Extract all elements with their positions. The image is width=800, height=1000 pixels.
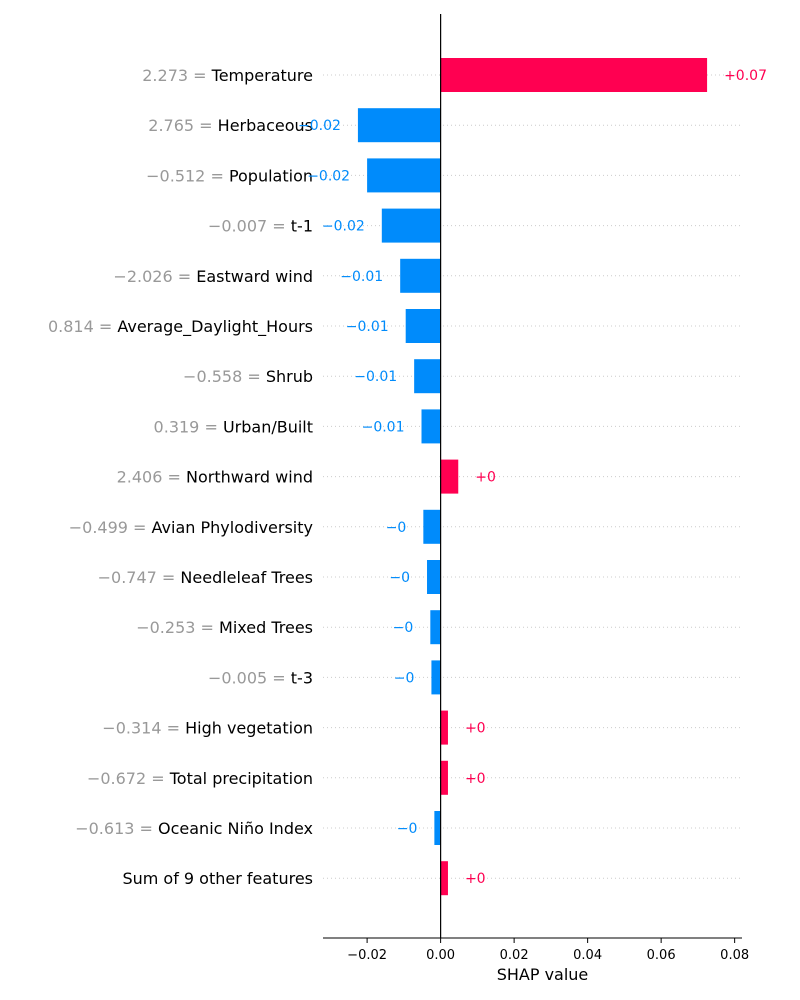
x-axis: −0.02 0.00 0.02 0.04 0.06 0.08 bbox=[323, 937, 749, 963]
feature-name: Sum of 9 other features bbox=[122, 869, 313, 888]
bar-value-label: +0.07 bbox=[724, 68, 767, 84]
feature-name: Northward wind bbox=[186, 468, 313, 487]
feature-labels: 2.273 = Temperature 2.765 = Herbaceous −0.… bbox=[48, 66, 313, 888]
x-tick-label: 0.06 bbox=[647, 948, 676, 963]
feature-value: 0.814 = bbox=[48, 317, 117, 336]
feature-label: −2.026 = Eastward wind bbox=[113, 267, 313, 286]
feature-name: Shrub bbox=[266, 367, 313, 386]
feature-value: −0.499 = bbox=[69, 518, 152, 537]
x-tick-label: 0.08 bbox=[720, 948, 749, 963]
shap-bar bbox=[431, 660, 441, 695]
feature-name: Average_Daylight_Hours bbox=[117, 317, 313, 337]
feature-value: 2.406 = bbox=[117, 468, 186, 487]
feature-label: 0.814 = Average_Daylight_Hours bbox=[48, 317, 313, 337]
feature-value: −0.558 = bbox=[183, 367, 266, 386]
feature-value: −0.007 = bbox=[208, 217, 291, 236]
feature-label: −0.499 = Avian Phylodiversity bbox=[69, 518, 313, 537]
bar-value-label: +0 bbox=[465, 721, 486, 737]
feature-label: 2.406 = Northward wind bbox=[117, 468, 313, 487]
bar-value-label: −0.02 bbox=[307, 168, 350, 184]
feature-value: −2.026 = bbox=[113, 267, 196, 286]
shap-bar bbox=[427, 560, 441, 594]
feature-name: Avian Phylodiversity bbox=[152, 518, 313, 537]
feature-value: −0.314 = bbox=[102, 719, 185, 738]
feature-label: 0.319 = Urban/Built bbox=[154, 417, 313, 436]
feature-value: 2.765 = bbox=[148, 116, 217, 135]
feature-label: −0.007 = t-1 bbox=[208, 217, 313, 236]
bar-value-label: −0.01 bbox=[362, 419, 405, 435]
row-guides bbox=[323, 74, 742, 879]
bar-value-label: −0 bbox=[393, 620, 414, 636]
feature-name: Urban/Built bbox=[223, 417, 313, 436]
feature-label: 2.273 = Temperature bbox=[142, 66, 313, 85]
bar-value-label: −0 bbox=[394, 670, 415, 686]
shap-bar bbox=[367, 158, 441, 193]
feature-label: −0.253 = Mixed Trees bbox=[136, 618, 313, 637]
bar-value-label: −0.01 bbox=[346, 319, 389, 335]
feature-value: 0.319 = bbox=[154, 417, 223, 436]
bar-value-label: +0 bbox=[465, 771, 486, 787]
feature-name: t-3 bbox=[291, 668, 313, 687]
feature-label: −0.512 = Population bbox=[146, 166, 313, 185]
feature-label: −0.672 = Total precipitation bbox=[87, 769, 313, 788]
feature-name: Population bbox=[229, 166, 313, 185]
feature-value: −0.005 = bbox=[208, 668, 291, 687]
feature-name: Mixed Trees bbox=[219, 618, 313, 637]
shap-bar bbox=[440, 459, 459, 494]
feature-label: 2.765 = Herbaceous bbox=[148, 116, 313, 135]
bars bbox=[357, 58, 708, 896]
bar-value-labels: +0.07 −0.02 −0.02 −0.02 −0.01 −0.01 −0.01 −0.01… bbox=[298, 68, 767, 887]
feature-label: −0.747 = Needleleaf Trees bbox=[98, 568, 313, 587]
bar-value-label: −0.01 bbox=[340, 269, 383, 285]
feature-label: −0.005 = t-3 bbox=[208, 668, 313, 687]
shap-bar bbox=[421, 409, 441, 444]
feature-name: High vegetation bbox=[185, 719, 313, 738]
shap-bar bbox=[434, 811, 441, 845]
shap-bar bbox=[440, 710, 448, 745]
shap-bar bbox=[423, 509, 441, 544]
feature-name: Oceanic Niño Index bbox=[158, 819, 313, 838]
shap-bar bbox=[400, 258, 441, 293]
feature-label: −0.314 = High vegetation bbox=[102, 719, 313, 738]
bar-value-label: −0.01 bbox=[354, 369, 397, 385]
x-tick-label: −0.02 bbox=[347, 948, 387, 963]
bar-value-label: −0.02 bbox=[322, 219, 365, 235]
feature-name: t-1 bbox=[291, 217, 313, 236]
feature-label: −0.613 = Oceanic Niño Index bbox=[75, 819, 313, 838]
shap-bar bbox=[405, 309, 441, 343]
feature-value: −0.253 = bbox=[136, 618, 219, 637]
shap-bar bbox=[440, 760, 448, 795]
feature-value: 2.273 = bbox=[142, 66, 211, 85]
bar-value-label: −0 bbox=[389, 570, 410, 586]
feature-label: −0.558 = Shrub bbox=[183, 367, 313, 386]
feature-value: −0.747 = bbox=[98, 568, 181, 587]
shap-bar bbox=[430, 610, 441, 645]
feature-name: Herbaceous bbox=[218, 116, 313, 135]
bar-value-label: +0 bbox=[465, 871, 486, 887]
shap-bar bbox=[440, 861, 448, 896]
x-tick-label: 0.02 bbox=[500, 948, 529, 963]
x-tick-label: 0.04 bbox=[573, 948, 602, 963]
x-axis-label: SHAP value bbox=[497, 965, 589, 984]
shap-bar bbox=[414, 359, 441, 394]
feature-label: Sum of 9 other features bbox=[122, 869, 313, 888]
shap-bar bbox=[357, 108, 441, 143]
feature-value: −0.512 = bbox=[146, 166, 229, 185]
feature-value: −0.613 = bbox=[75, 819, 158, 838]
bar-value-label: +0 bbox=[475, 470, 496, 486]
feature-value: −0.672 = bbox=[87, 769, 170, 788]
bar-value-label: −0 bbox=[397, 821, 418, 837]
bar-value-label: −0 bbox=[386, 520, 407, 536]
bar-value-label: −0.02 bbox=[298, 118, 341, 134]
x-tick-label: 0.00 bbox=[426, 948, 455, 963]
feature-name: Temperature bbox=[211, 66, 313, 85]
feature-name: Total precipitation bbox=[169, 769, 313, 788]
shap-bar bbox=[381, 208, 441, 243]
feature-name: Eastward wind bbox=[196, 267, 313, 286]
shap-bar bbox=[440, 58, 708, 92]
feature-name: Needleleaf Trees bbox=[180, 568, 313, 587]
